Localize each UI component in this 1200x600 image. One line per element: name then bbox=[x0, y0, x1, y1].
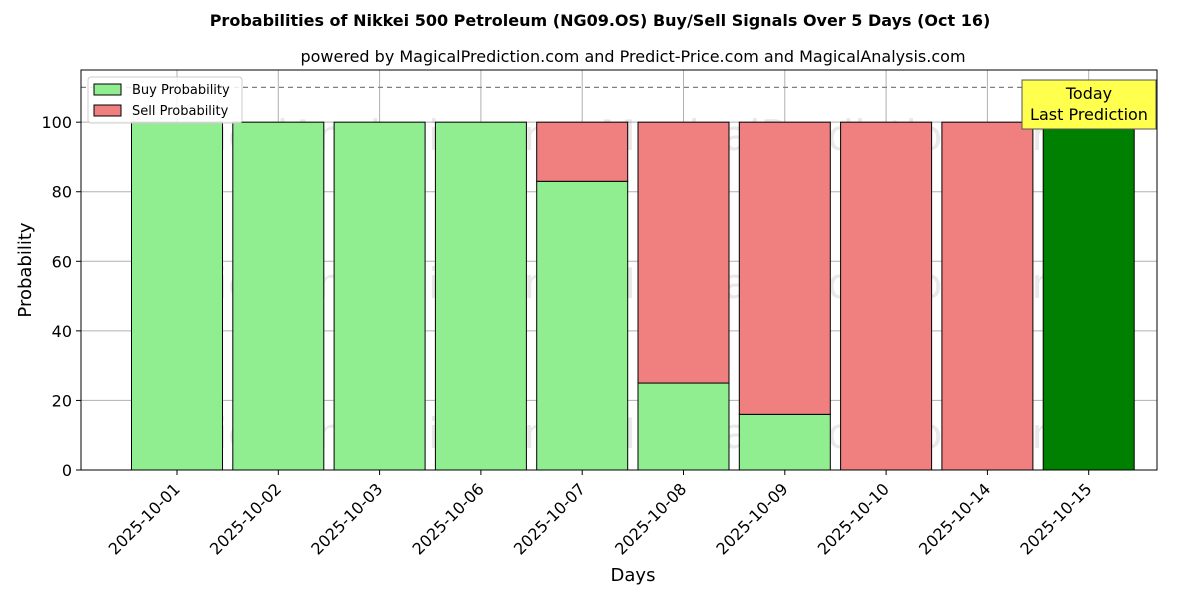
y-tick-label: 20 bbox=[52, 391, 72, 410]
x-tick-label: 2025-10-06 bbox=[409, 479, 488, 558]
sell-bar bbox=[738, 121, 831, 415]
x-tick-label: 2025-10-02 bbox=[206, 479, 285, 558]
y-tick-label: 60 bbox=[52, 252, 72, 271]
legend-box bbox=[87, 76, 243, 124]
legend-swatch bbox=[93, 104, 122, 117]
x-axis-label: Days bbox=[611, 565, 656, 586]
y-tick-label: 40 bbox=[52, 322, 72, 341]
annotation-box bbox=[1021, 79, 1157, 130]
buy-bar bbox=[333, 121, 426, 471]
sell-bar bbox=[536, 121, 629, 182]
bars-layer bbox=[131, 121, 1135, 471]
annotation-text: Today bbox=[1065, 84, 1112, 103]
chart-title: Probabilities of Nikkei 500 Petroleum (N… bbox=[210, 11, 991, 30]
sell-bar bbox=[840, 121, 933, 471]
buy-bar bbox=[131, 121, 223, 471]
legend-label: Buy Probability bbox=[132, 83, 230, 98]
legend-label: Sell Probability bbox=[132, 104, 229, 119]
legend-swatch bbox=[93, 83, 122, 96]
x-tick-label: 2025-10-08 bbox=[611, 479, 690, 558]
y-axis-label: Probability bbox=[15, 222, 36, 317]
x-tick-label: 2025-10-14 bbox=[915, 479, 994, 558]
x-tick-label: 2025-10-07 bbox=[510, 479, 589, 558]
buy-bar bbox=[738, 413, 831, 471]
today-annotation: Today Last Prediction bbox=[1021, 79, 1157, 130]
buy-bar bbox=[536, 180, 629, 471]
chart-subtitle: powered by MagicalPrediction.com and Pre… bbox=[300, 47, 965, 66]
y-tick-label: 100 bbox=[41, 113, 72, 132]
plot-frame bbox=[80, 69, 1158, 471]
x-tick-label: 2025-10-03 bbox=[307, 479, 386, 558]
x-tick-label: 2025-10-09 bbox=[712, 479, 791, 558]
y-tick-label: 0 bbox=[62, 461, 72, 480]
buy-bar bbox=[434, 121, 527, 471]
buy-bar bbox=[1042, 121, 1135, 471]
sell-bar bbox=[637, 121, 730, 384]
legend: Buy Probability Sell Probability bbox=[87, 76, 243, 124]
y-tick-label: 80 bbox=[52, 183, 72, 202]
annotation-text: Last Prediction bbox=[1030, 105, 1148, 124]
x-tick-label: 2025-10-10 bbox=[814, 479, 893, 558]
x-tick-label: 2025-10-15 bbox=[1016, 479, 1095, 558]
buy-bar bbox=[637, 382, 730, 471]
x-tick-label: 2025-10-01 bbox=[105, 479, 184, 558]
buy-bar bbox=[232, 121, 325, 471]
sell-bar bbox=[941, 121, 1034, 471]
